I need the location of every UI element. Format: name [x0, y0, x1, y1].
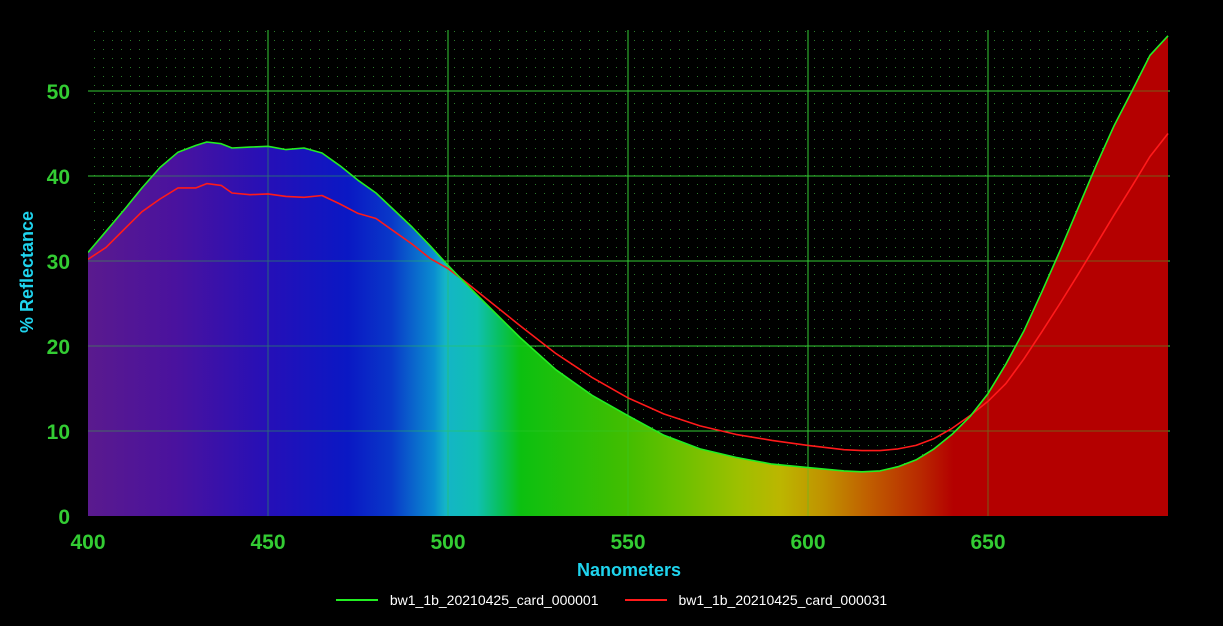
- x-tick-label: 650: [970, 531, 1005, 554]
- legend: bw1_1b_20210425_card_000001 bw1_1b_20210…: [0, 588, 1223, 612]
- y-tick-label: 50: [47, 81, 70, 104]
- y-axis-title: % Reflectance: [17, 211, 37, 333]
- x-tick-label: 550: [610, 531, 645, 554]
- y-tick-label: 30: [47, 251, 70, 274]
- legend-item-series-1[interactable]: bw1_1b_20210425_card_000001: [335, 592, 599, 608]
- legend-label-series-2: bw1_1b_20210425_card_000031: [678, 592, 888, 608]
- legend-swatch-series-1: [335, 599, 378, 601]
- y-tick-label: 40: [47, 166, 70, 189]
- x-tick-label: 500: [430, 531, 465, 554]
- series-line-2: [88, 133, 1169, 452]
- series-line-1: [88, 35, 1169, 473]
- legend-label-series-1: bw1_1b_20210425_card_000001: [389, 592, 599, 608]
- y-tick-label: 0: [58, 506, 70, 529]
- gridlines-overlay: [88, 30, 1170, 516]
- legend-item-series-2[interactable]: bw1_1b_20210425_card_000031: [624, 592, 888, 608]
- x-tick-label: 600: [790, 531, 825, 554]
- spectrum-area-fill: [88, 35, 1168, 516]
- series-lines: [88, 35, 1169, 473]
- x-tick-labels: 400 450 500 550 600 650: [70, 531, 1005, 554]
- x-tick-label: 450: [250, 531, 285, 554]
- legend-swatch-series-2: [624, 599, 667, 601]
- x-axis-title: Nanometers: [577, 560, 681, 580]
- y-tick-label: 10: [47, 421, 70, 444]
- y-tick-labels: 0 10 20 30 40 50: [47, 81, 70, 529]
- y-tick-label: 20: [47, 336, 70, 359]
- x-tick-label: 400: [70, 531, 105, 554]
